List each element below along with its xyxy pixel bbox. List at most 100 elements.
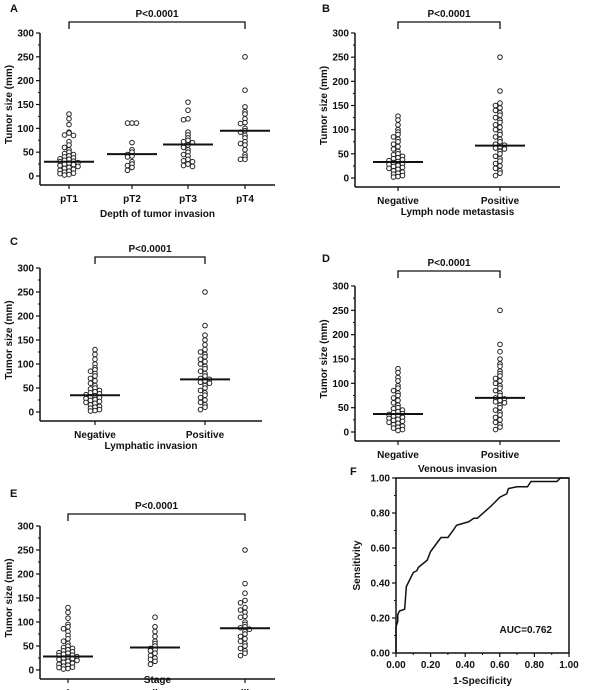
y-tick-label: 100 (332, 125, 349, 136)
data-point (497, 88, 503, 94)
data-point (189, 158, 196, 165)
data-point (87, 375, 94, 382)
data-point (124, 154, 131, 160)
data-point (202, 346, 208, 353)
data-point (61, 144, 68, 151)
data-point (492, 172, 499, 179)
y-tick-label: 0.60 (371, 544, 391, 555)
data-point (497, 158, 503, 164)
data-point (497, 378, 503, 384)
data-point (395, 392, 401, 399)
y-tick-label: 250 (17, 546, 34, 557)
data-point (152, 624, 158, 630)
x-tick-label: Negative (377, 450, 419, 461)
x-tick-label: 0.00 (386, 660, 406, 671)
data-point (185, 107, 191, 114)
data-point (56, 664, 62, 671)
data-point (185, 156, 191, 163)
data-point (501, 146, 508, 152)
data-point (399, 164, 406, 171)
x-axis-label: Venous invasion (418, 464, 497, 475)
x-tick-label: 0.60 (490, 660, 510, 671)
y-tick-label: 100 (17, 360, 34, 371)
data-point (492, 153, 499, 160)
panel-label: D (322, 253, 330, 265)
data-point (57, 162, 63, 169)
data-point (395, 138, 401, 145)
x-tick-label: I (67, 688, 70, 690)
y-tick-label: 50 (338, 149, 350, 160)
data-point (61, 132, 68, 138)
data-point (492, 387, 499, 394)
data-point (497, 404, 503, 411)
y-tick-label: 250 (17, 52, 34, 63)
data-point (197, 349, 204, 355)
significance-bracket (67, 513, 246, 521)
data-point (202, 358, 208, 365)
y-axis-label: Tumor size (mm) (4, 65, 15, 144)
data-point (242, 597, 248, 604)
data-point (242, 142, 248, 148)
y-tick-label: 200 (332, 330, 349, 341)
y-tick-label: 200 (17, 312, 34, 323)
y-tick-label: 0 (343, 174, 349, 185)
data-point (386, 419, 392, 426)
panel-f: F 0.00 0.20 0.40 0.60 0.80 1.00 0.00 0.20 0.40 0.6… (350, 466, 579, 687)
data-point (129, 139, 135, 146)
x-tick-label: 0.40 (455, 660, 475, 671)
y-tick-label: 0.00 (371, 649, 391, 660)
data-point (386, 165, 392, 172)
auc-annotation: AUC=0.762 (499, 625, 552, 636)
data-point (197, 406, 204, 413)
significance-bracket (397, 270, 501, 278)
data-point (69, 664, 76, 670)
data-point (65, 615, 71, 621)
data-point (497, 100, 503, 106)
y-tick-label: 250 (332, 53, 349, 64)
y-axis-label: Tumor size (mm) (319, 319, 330, 398)
x-tick-label: 1.00 (559, 660, 579, 671)
data-point (202, 322, 208, 329)
y-tick-label: 0 (28, 666, 34, 677)
y-tick-label: 150 (17, 594, 34, 605)
data-point (395, 369, 401, 376)
data-point (242, 104, 248, 110)
data-point (242, 87, 248, 93)
data-point (395, 173, 401, 180)
data-point (70, 132, 77, 139)
data-point (390, 425, 397, 431)
data-point (206, 380, 213, 387)
data-point (237, 607, 244, 613)
data-point (56, 656, 62, 663)
data-point (395, 427, 401, 434)
data-point (147, 661, 154, 668)
data-point (237, 652, 244, 659)
y-tick-label: 300 (17, 522, 34, 533)
data-point (202, 332, 208, 339)
y-axis-label: Sensitivity (352, 540, 363, 590)
data-point (147, 656, 154, 663)
panel-label: E (10, 488, 17, 500)
data-point (202, 385, 208, 391)
data-point (492, 160, 499, 167)
data-point (390, 174, 397, 180)
data-point (242, 643, 248, 649)
data-point (197, 356, 204, 363)
p-value-label: P<0.0001 (135, 9, 179, 20)
panel-a: A 0 50 100 150 200 250 300 Tumor size (mm) pT1 pT2… (4, 3, 275, 220)
y-tick-label: 150 (17, 336, 34, 347)
data-point (492, 375, 499, 382)
data-point (242, 111, 248, 117)
data-point (60, 666, 67, 672)
data-point (197, 399, 204, 406)
data-point (497, 138, 503, 145)
data-point (92, 356, 98, 363)
data-point (242, 604, 248, 611)
x-axis-label: Lymphatic invasion (105, 441, 198, 452)
y-tick-label: 150 (332, 101, 349, 112)
significance-bracket (94, 256, 206, 264)
data-point (180, 151, 187, 158)
y-tick-label: 300 (332, 29, 349, 40)
x-tick-label: Positive (481, 196, 520, 207)
x-axis-label: Stage (144, 675, 172, 686)
